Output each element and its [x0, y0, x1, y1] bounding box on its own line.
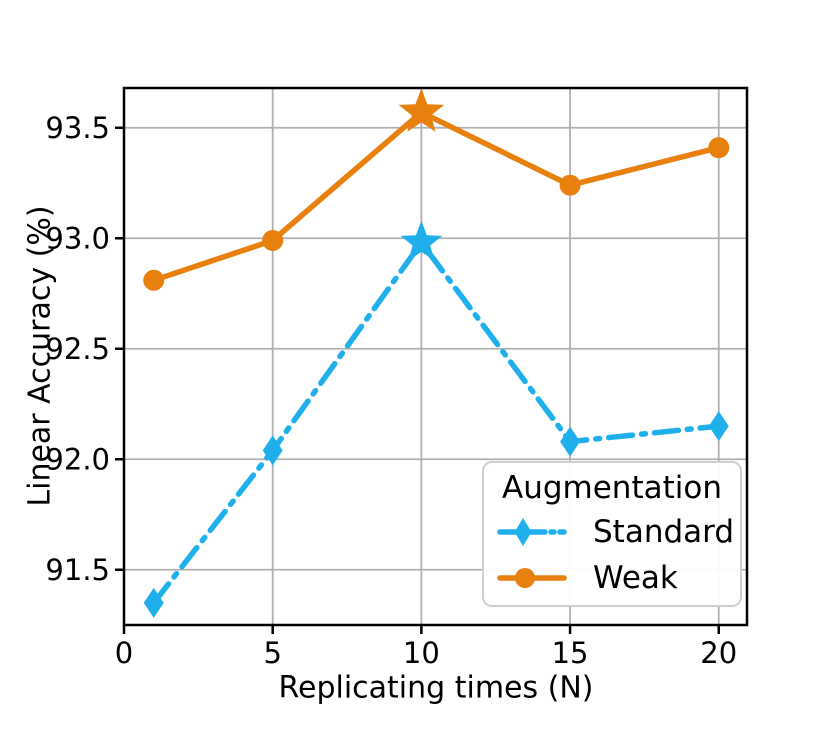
y-tick-label: 92.5	[45, 332, 110, 366]
circle-marker-weak	[559, 174, 581, 196]
y-tick-label: 92.0	[45, 442, 110, 476]
x-tick-label: 20	[700, 636, 737, 670]
tick-labels: 0 5 10 15 20 91.5 92.0 92.5 93.0 93.5	[45, 111, 737, 670]
diamond-marker-standard	[143, 587, 164, 618]
axes	[115, 86, 749, 634]
y-axis-label: Linear Accuracy (%)	[22, 205, 58, 507]
y-tick-label: 93.0	[45, 221, 110, 255]
legend-item-weak: Weak	[484, 555, 740, 601]
diamond-marker-standard	[560, 426, 581, 457]
standard-line-sample-icon	[497, 518, 567, 546]
weak-line-sample-icon	[497, 568, 567, 588]
circle-marker-weak	[262, 229, 284, 251]
x-tick-label: 10	[403, 636, 440, 670]
x-axis-label: Replicating times (N)	[278, 670, 594, 706]
standard-sample-diamond	[514, 518, 532, 546]
legend-title: Augmentation	[502, 470, 722, 506]
x-tick-label: 0	[115, 636, 133, 670]
weak-sample-circle	[515, 568, 535, 588]
x-tick-label: 15	[552, 636, 589, 670]
y-tick-label: 93.5	[45, 111, 110, 145]
series-layer	[143, 88, 730, 618]
legend: Augmentation Standard Weak	[482, 461, 742, 607]
legend-label-weak: Weak	[593, 560, 678, 596]
series-line-weak	[150, 109, 722, 284]
circle-marker-weak	[143, 269, 165, 291]
diamond-marker-standard	[708, 411, 729, 442]
diamond-marker-standard	[262, 435, 283, 466]
legend-label-standard: Standard	[593, 514, 735, 550]
plot-border	[122, 86, 749, 627]
star-marker-weak	[398, 88, 445, 132]
star-marker-standard	[400, 220, 443, 261]
legend-item-standard: Standard	[484, 509, 740, 555]
circle-marker-weak	[708, 137, 730, 159]
y-tick-label: 91.5	[45, 553, 110, 587]
x-tick-label: 5	[263, 636, 281, 670]
